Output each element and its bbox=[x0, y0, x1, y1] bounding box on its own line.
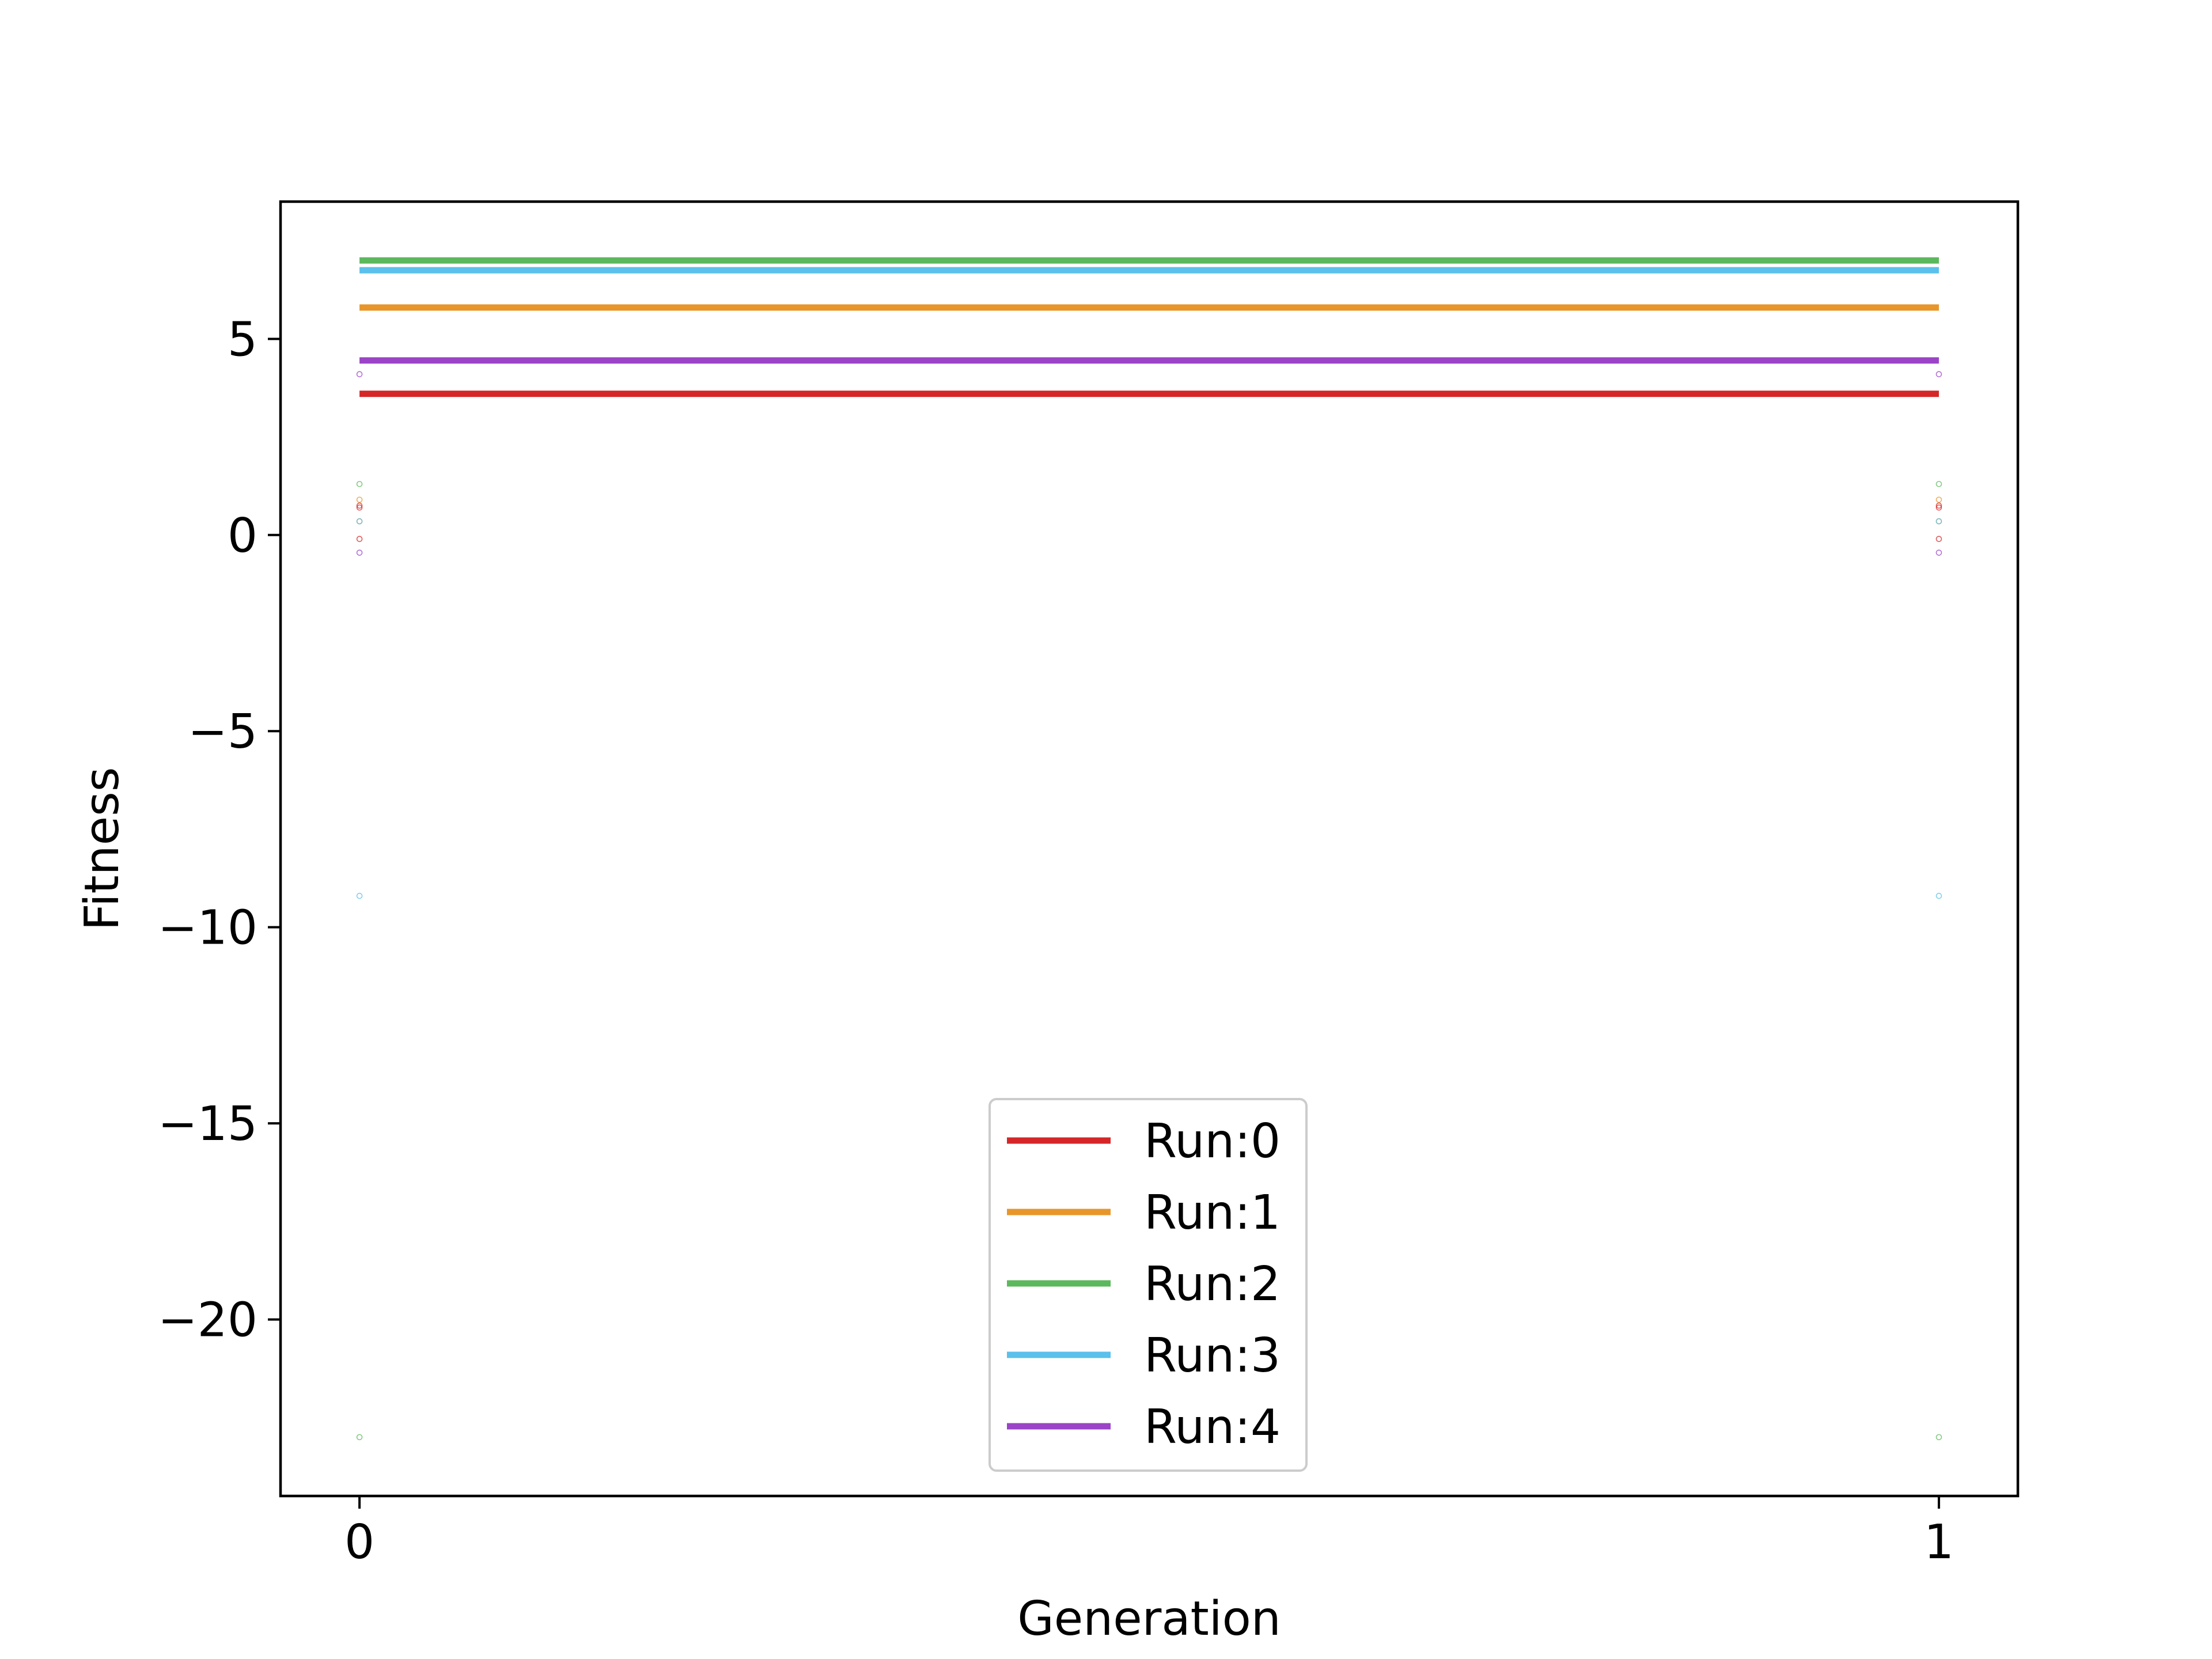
legend: Run:0 Run:1 Run:2 Run:3 Run:4 bbox=[988, 1098, 1308, 1472]
data-point bbox=[1936, 497, 1942, 503]
data-point bbox=[1936, 536, 1942, 542]
legend-box bbox=[988, 1098, 1308, 1472]
data-point bbox=[1936, 502, 1942, 509]
data-point bbox=[1936, 550, 1942, 556]
y-tick-label: −20 bbox=[158, 1293, 257, 1348]
data-point bbox=[356, 502, 363, 509]
legend-label: Run:3 bbox=[1144, 1328, 1281, 1383]
legend-label: Run:0 bbox=[1144, 1114, 1281, 1169]
data-point bbox=[1936, 518, 1942, 525]
data-point bbox=[356, 480, 363, 487]
y-axis: 5 0 −5 −10 −15 −20 bbox=[158, 312, 281, 1348]
y-tick-label: −15 bbox=[158, 1097, 257, 1152]
data-point bbox=[356, 892, 363, 899]
y-tick-label: −5 bbox=[188, 704, 257, 759]
x-axis-title: Generation bbox=[1017, 1592, 1281, 1646]
legend-label: Run:4 bbox=[1144, 1400, 1281, 1455]
data-point bbox=[356, 1434, 363, 1441]
y-tick-label: 0 bbox=[228, 509, 257, 563]
plot-frame bbox=[279, 200, 2020, 1498]
data-point bbox=[1936, 371, 1942, 377]
y-tick-label: −10 bbox=[158, 901, 257, 956]
y-axis-title: Fitness bbox=[75, 767, 130, 931]
legend-label: Run:2 bbox=[1144, 1257, 1281, 1312]
data-point bbox=[356, 536, 363, 542]
data-point bbox=[1936, 504, 1942, 511]
data-point bbox=[1936, 1434, 1942, 1441]
data-point bbox=[356, 371, 363, 377]
data-point bbox=[356, 497, 363, 503]
legend-label: Run:1 bbox=[1144, 1185, 1281, 1240]
data-point bbox=[356, 518, 363, 525]
data-point bbox=[1936, 480, 1942, 487]
data-point bbox=[356, 550, 363, 556]
series-lines bbox=[359, 257, 1939, 397]
y-tick-label: 5 bbox=[228, 312, 257, 367]
data-point bbox=[356, 504, 363, 511]
series-points bbox=[356, 371, 1942, 1441]
x-tick-label: 1 bbox=[1924, 1515, 1954, 1570]
x-tick-label: 0 bbox=[344, 1515, 374, 1570]
data-point bbox=[1936, 892, 1942, 899]
